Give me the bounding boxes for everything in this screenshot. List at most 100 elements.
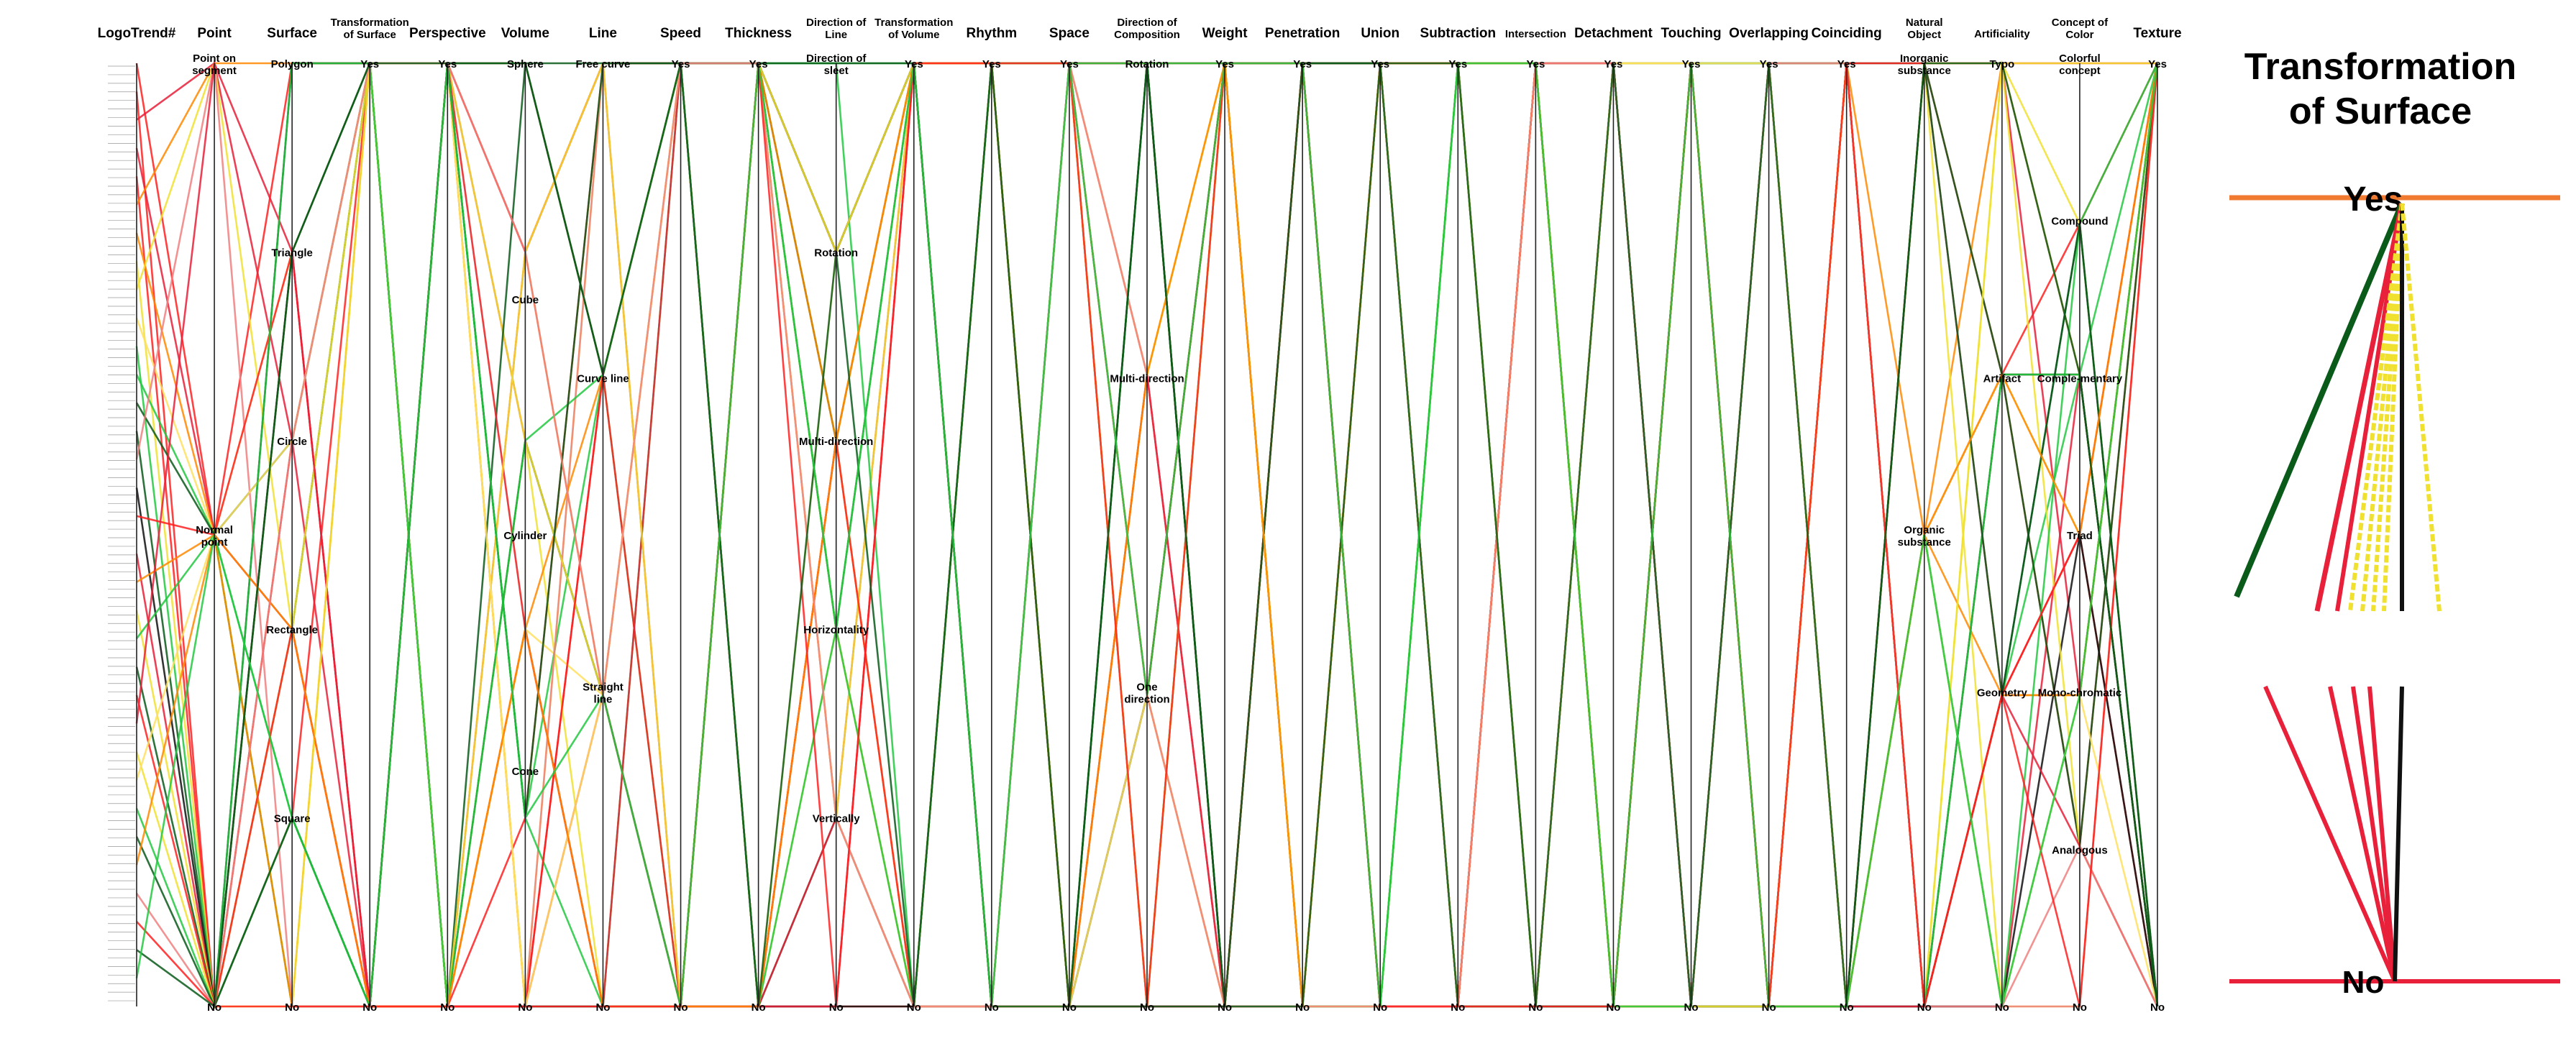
- category-label: Organic substance: [1898, 524, 1951, 549]
- axis-title: Overlapping: [1729, 26, 1809, 41]
- category-label: No: [285, 1001, 299, 1014]
- category-label: Normal point: [196, 524, 233, 549]
- axis-title: Space: [1049, 26, 1090, 41]
- category-label: No: [1062, 1001, 1077, 1014]
- category-label: Horizontality: [803, 624, 869, 636]
- category-label: Yes: [905, 58, 923, 70]
- detail-line: [2263, 685, 2397, 983]
- category-label: Direction of sleet: [806, 52, 867, 77]
- axis-title: Perspective: [409, 26, 486, 41]
- category-label: No: [907, 1001, 921, 1014]
- category-label: Cylinder: [503, 530, 547, 542]
- axis-title: Touching: [1661, 26, 1721, 41]
- category-label: No: [518, 1001, 532, 1014]
- category-label: Typo: [1989, 58, 2014, 70]
- axis-title: Thickness: [725, 26, 792, 41]
- category-label: No: [2150, 1001, 2165, 1014]
- category-label: Yes: [438, 58, 457, 70]
- category-label: Straight line: [583, 682, 624, 706]
- category-label: No: [1528, 1001, 1543, 1014]
- category-label: Comple-mentary: [2037, 372, 2123, 385]
- category-label: Geometry: [1977, 687, 2028, 699]
- category-label: Cone: [512, 766, 539, 778]
- category-label: Rectangle: [266, 624, 318, 636]
- category-label: No: [985, 1001, 999, 1014]
- main-chart-axes: [108, 63, 2158, 1006]
- category-label: Yes: [2148, 58, 2167, 70]
- axis-title: Penetration: [1265, 26, 1340, 41]
- axis-title: Weight: [1202, 26, 1248, 41]
- category-label: No: [829, 1001, 844, 1014]
- category-label: No: [674, 1001, 688, 1014]
- axis-title: Direction of Composition: [1114, 17, 1180, 41]
- category-label: No: [1295, 1001, 1310, 1014]
- category-label: Yes: [1215, 58, 1234, 70]
- category-label: Yes: [1760, 58, 1778, 70]
- category-label: No: [1451, 1001, 1465, 1014]
- category-label: Mono-chromatic: [2038, 687, 2122, 699]
- detail-line: [2382, 203, 2404, 612]
- category-label: Yes: [1293, 58, 1312, 70]
- category-label: No: [1917, 1001, 1932, 1014]
- axis-title: Line: [589, 26, 617, 41]
- category-label: No: [1684, 1001, 1699, 1014]
- detail-line: [2234, 202, 2405, 598]
- axis-title: Direction of Line: [806, 17, 867, 41]
- detail-title: Transformation of Surface: [2244, 46, 2517, 132]
- axis-title: Volume: [501, 26, 549, 41]
- detail-line: [2360, 203, 2404, 612]
- category-label: Multi-direction: [799, 436, 873, 448]
- axis-title: Subtraction: [1420, 26, 1497, 41]
- category-label: Analogous: [2052, 844, 2108, 856]
- category-label: No: [1373, 1001, 1387, 1014]
- category-label: Vertically: [813, 813, 861, 825]
- category-label: Rotation: [814, 247, 858, 259]
- category-label: Polygon: [271, 58, 314, 70]
- category-label: Circle: [277, 436, 307, 448]
- category-label: Sphere: [507, 58, 544, 70]
- category-label: Yes: [1604, 58, 1623, 70]
- category-label: No: [2073, 1001, 2087, 1014]
- detail-no-label: No: [2342, 965, 2385, 1000]
- category-label: Cube: [512, 294, 539, 306]
- axis-title: Intersection: [1505, 28, 1566, 40]
- detail-line: [2367, 686, 2397, 982]
- category-label: Yes: [982, 58, 1001, 70]
- category-label: Colorful concept: [2059, 52, 2101, 77]
- category-label: Triangle: [271, 247, 313, 259]
- category-label: Triad: [2067, 530, 2093, 542]
- detail-line: [2400, 203, 2442, 612]
- category-label: No: [440, 1001, 455, 1014]
- main-chart-labels: LogoTrend# Point Point on segment Normal poin…: [98, 17, 2182, 1014]
- axis-title: Transformation of Volume: [874, 17, 953, 41]
- axis-title: Union: [1361, 26, 1399, 41]
- category-label: Yes: [1682, 58, 1701, 70]
- category-label: Yes: [1448, 58, 1467, 70]
- category-label: Inorganic substance: [1898, 52, 1951, 77]
- detail-panel: Transformation of Surface Yes No: [2229, 46, 2560, 1000]
- category-label: Yes: [360, 58, 379, 70]
- category-label: Point on segment: [192, 52, 237, 77]
- category-label: No: [362, 1001, 377, 1014]
- category-label: No: [1140, 1001, 1154, 1014]
- axis-title: Point: [197, 26, 232, 41]
- category-label: No: [1218, 1001, 1232, 1014]
- detail-yes-label: Yes: [2344, 180, 2403, 219]
- category-label: Yes: [1837, 58, 1856, 70]
- category-label: No: [752, 1001, 766, 1014]
- axis-title: Coinciding: [1812, 26, 1882, 41]
- category-label: No: [595, 1001, 610, 1014]
- detail-line: [2371, 203, 2404, 612]
- category-label: Square: [274, 813, 311, 825]
- category-label: No: [1762, 1001, 1776, 1014]
- axis-title: Speed: [660, 26, 701, 41]
- category-label: No: [207, 1001, 221, 1014]
- category-label: Curve line: [577, 372, 629, 385]
- category-label: One direction: [1124, 682, 1169, 706]
- category-label: Compound: [2051, 216, 2108, 228]
- axis-title: Surface: [267, 26, 317, 41]
- category-label: Multi-direction: [1110, 372, 1184, 385]
- category-label: Rotation: [1125, 58, 1169, 70]
- category-label: Yes: [1060, 58, 1079, 70]
- axis-title: LogoTrend#: [98, 26, 176, 41]
